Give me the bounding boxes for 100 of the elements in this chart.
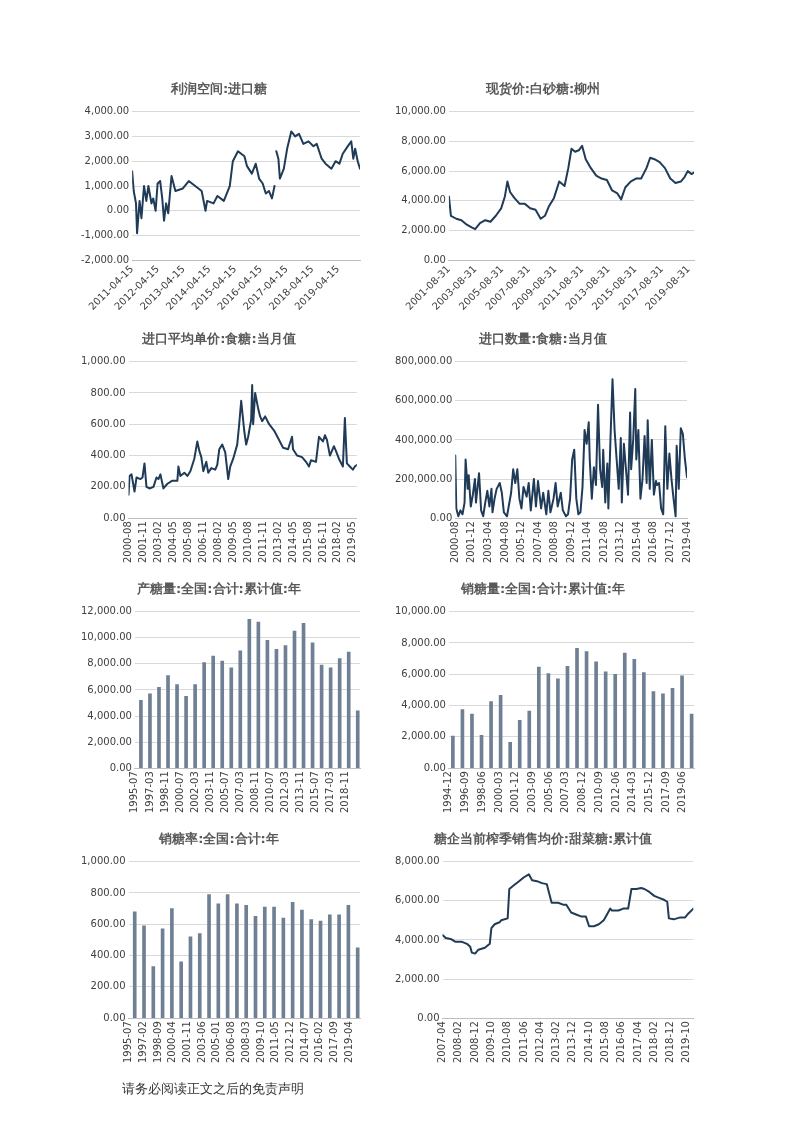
bar [355,947,360,1019]
bar [451,735,455,769]
x-tick-label: 2002-03 [188,771,200,814]
x-tick-label: 2011-06 [517,1021,529,1064]
x-tick-label: 2010-08 [501,1021,513,1064]
y-tick-label: 200,000.00 [394,472,453,484]
x-tick-label: 2018-02 [331,521,343,564]
x-tick-label: 2012-03 [279,771,291,814]
x-tick-label: 2014-07 [298,1021,310,1064]
x-tick-label: 2008-12 [576,771,588,814]
x-tick-label: 2001-12 [509,771,521,814]
x-tick-label: 2015-07 [309,771,321,814]
x-tick-label: 2000-03 [492,771,504,814]
bar [337,914,341,1019]
y-tick-label: 4,000.00 [401,194,446,206]
y-tick-label: 800.00 [90,886,126,898]
x-tick-label: 2003-04 [481,521,493,564]
x-tick-label: 2009-10 [484,1021,496,1064]
x-tick-label: 2012-12 [283,1021,295,1064]
x-tick-label: 2016-02 [313,1021,325,1064]
x-tick-label: 1997-03 [143,771,155,814]
x-tick-label: 2006-08 [225,1021,237,1064]
y-tick-label: 2,000.00 [401,224,446,236]
bar [346,651,351,769]
y-tick-label: 200.00 [90,980,126,992]
y-tick-label: 200.00 [90,480,126,492]
x-tick-label: 2013-02 [271,521,283,564]
x-tick-label: 2008-03 [239,1021,251,1064]
bar [536,666,541,769]
bar [142,925,146,1019]
bar [235,903,239,1019]
bar [211,655,216,769]
y-tick-label: 6,000.00 [401,667,446,679]
y-tick-label: 0.00 [417,1011,440,1023]
bar [151,966,156,1019]
x-tick-label: 2017-03 [324,771,336,814]
chart-title: 销糖量:全国:合计:累计值:年 [460,581,625,597]
x-tick-label: 2019-10 [680,1021,692,1064]
x-tick-label: 2015-12 [643,771,655,814]
bar [272,906,276,1019]
x-tick-label: 2011-05 [269,1021,281,1064]
chart-title: 销糖率:全国:合计:年 [158,831,279,847]
y-tick-label: 8,000.00 [395,855,440,867]
x-tick-label: 2003-11 [203,771,215,814]
x-tick-label: 2014-03 [626,771,638,814]
x-tick-label: 2001-12 [465,521,477,564]
chart-title: 进口数量:食糖:当月值 [478,331,607,347]
y-tick-label: 8,000.00 [87,657,132,669]
bar [202,662,206,769]
x-tick-label: 2003-06 [195,1021,207,1064]
bar [184,696,188,769]
bar [207,894,211,1019]
bar [661,693,665,769]
x-tick-label: 2005-01 [210,1021,222,1064]
bar [327,914,332,1019]
y-tick-label: 4,000.00 [401,699,446,711]
x-tick-label: 2005-06 [542,771,554,814]
bar [247,619,252,769]
bar [613,673,618,769]
x-tick-label: 2000-04 [166,1021,178,1064]
y-tick-label: 0.00 [423,254,446,266]
x-tick-label: 2005-08 [181,521,193,564]
x-tick-label: 2001-11 [180,1021,192,1064]
y-tick-label: 0.00 [423,761,446,773]
x-tick-label: 2018-11 [339,771,351,814]
y-tick-label: 6,000.00 [401,164,446,176]
x-tick-label: 1997-02 [136,1021,148,1064]
x-tick-label: 1994-12 [442,771,454,814]
x-tick-label: 2004-05 [166,521,178,564]
x-tick-label: 2010-08 [241,521,253,564]
y-tick-label: 800,000.00 [394,355,453,367]
x-tick-label: 2010-07 [264,771,275,814]
x-tick-label: 2010-09 [592,771,604,814]
x-tick-label: 2018-12 [664,1021,676,1064]
y-tick-label: 2,000.00 [87,735,132,747]
x-tick-label: 2006-11 [196,521,208,564]
x-tick-label: 2014-05 [286,521,298,564]
y-tick-label: 2,000.00 [401,730,446,742]
x-tick-label: 2000-07 [173,771,185,814]
bar [575,648,579,769]
bar [355,710,360,769]
bar [300,909,304,1019]
x-tick-label: 2015-08 [301,521,313,564]
x-tick-label: 1998-11 [158,771,170,814]
y-tick-label: -1,000.00 [81,229,130,241]
y-tick-label: 400,000.00 [394,433,453,445]
x-tick-label: 1998-06 [475,771,487,814]
x-tick-label: 2000-08 [122,521,134,564]
chart-title: 进口平均单价:食糖:当月值 [141,331,296,347]
x-tick-label: 2007-04 [531,521,543,564]
bar [229,667,234,769]
bar [508,742,512,769]
chart-title: 糖企当前榨季销售均价:甜菜糖:累计值 [432,831,653,847]
x-tick-label: 2001-11 [137,521,149,564]
x-tick-label: 2009-10 [254,1021,266,1064]
x-tick-label: 2014-10 [582,1021,594,1064]
x-tick-label: 1995-07 [122,1021,134,1064]
x-tick-label: 2019-04 [680,521,692,564]
bar [193,684,197,769]
x-tick-label: 2008-02 [452,1021,464,1064]
